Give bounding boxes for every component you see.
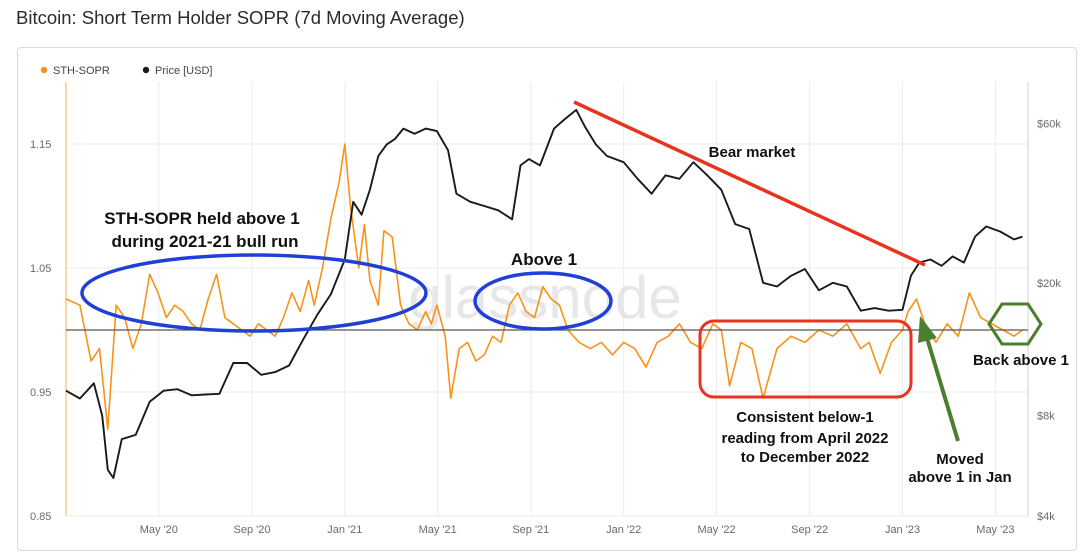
annotation-moved-line-1: Moved — [936, 451, 984, 468]
watermark: glassnode — [408, 264, 682, 331]
axes: May '20 Sep '20 Jan '21 May '21 Sep '21 Jan '… — [30, 82, 1061, 536]
sopr-line — [65, 143, 1023, 431]
x-tick-label: Jan '21 — [327, 524, 362, 536]
legend-price-label: Price [USD] — [155, 65, 212, 77]
y-left-tick-label: 1.05 — [30, 263, 51, 275]
x-tick-label: Jan '22 — [606, 524, 641, 536]
legend-price-marker — [142, 66, 150, 74]
x-tick-label: Sep '22 — [791, 524, 828, 536]
annotation-back-above-1: Back above 1 — [973, 352, 1069, 369]
annotation-moved-line-2: above 1 in Jan — [908, 469, 1011, 486]
y-right-tick-label: $8k — [1037, 411, 1055, 423]
y-left-tick-label: 1.15 — [30, 139, 51, 151]
y-left-tick-label: 0.85 — [30, 511, 51, 523]
annotation-shapes — [80, 100, 1043, 442]
green-arrow-shaft — [925, 337, 960, 442]
legend-sopr-marker — [40, 66, 48, 74]
green-hexagon-back-above-1 — [987, 302, 1043, 346]
chart-title: Bitcoin: Short Term Holder SOPR (7d Movi… — [16, 7, 465, 28]
x-tick-label: May '23 — [976, 524, 1014, 536]
y-right-tick-label: $60k — [1037, 119, 1061, 131]
x-tick-label: May '20 — [140, 524, 178, 536]
price-line — [65, 108, 1023, 479]
x-tick-label: May '22 — [697, 524, 735, 536]
y-right-tick-label: $20k — [1037, 278, 1061, 290]
annotation-bear-market: Bear market — [709, 144, 796, 161]
annotation-above-1: Above 1 — [511, 250, 577, 269]
x-tick-label: Sep '20 — [234, 524, 271, 536]
bear-market-trendline — [573, 100, 926, 267]
x-tick-label: May '21 — [419, 524, 457, 536]
annotation-below-1-line-1: Consistent below-1 — [736, 409, 874, 426]
gridlines — [66, 82, 1028, 517]
legend-sopr-label: STH-SOPR — [53, 65, 110, 77]
annotation-bull-run-line-2: during 2021-21 bull run — [111, 232, 298, 251]
red-box-below-1 — [698, 319, 913, 399]
x-tick-label: Sep '21 — [512, 524, 549, 536]
green-arrow-head — [918, 316, 937, 343]
chart-panel — [17, 47, 1077, 551]
series — [65, 108, 1028, 479]
legend: STH-SOPR Price [USD] — [40, 65, 212, 77]
y-left-tick-label: 0.95 — [30, 387, 51, 399]
annotation-labels: STH-SOPR held above 1 during 2021-21 bul… — [104, 144, 1069, 486]
blue-ellipse-bull-run — [80, 253, 428, 333]
x-tick-label: Jan '23 — [885, 524, 920, 536]
annotation-bull-run-line-1: STH-SOPR held above 1 — [104, 209, 300, 228]
y-right-tick-label: $4k — [1037, 511, 1055, 523]
blue-ellipse-above-1 — [473, 271, 613, 331]
annotation-below-1-line-2: reading from April 2022 — [722, 430, 889, 447]
annotation-below-1-line-3: to December 2022 — [741, 449, 869, 466]
